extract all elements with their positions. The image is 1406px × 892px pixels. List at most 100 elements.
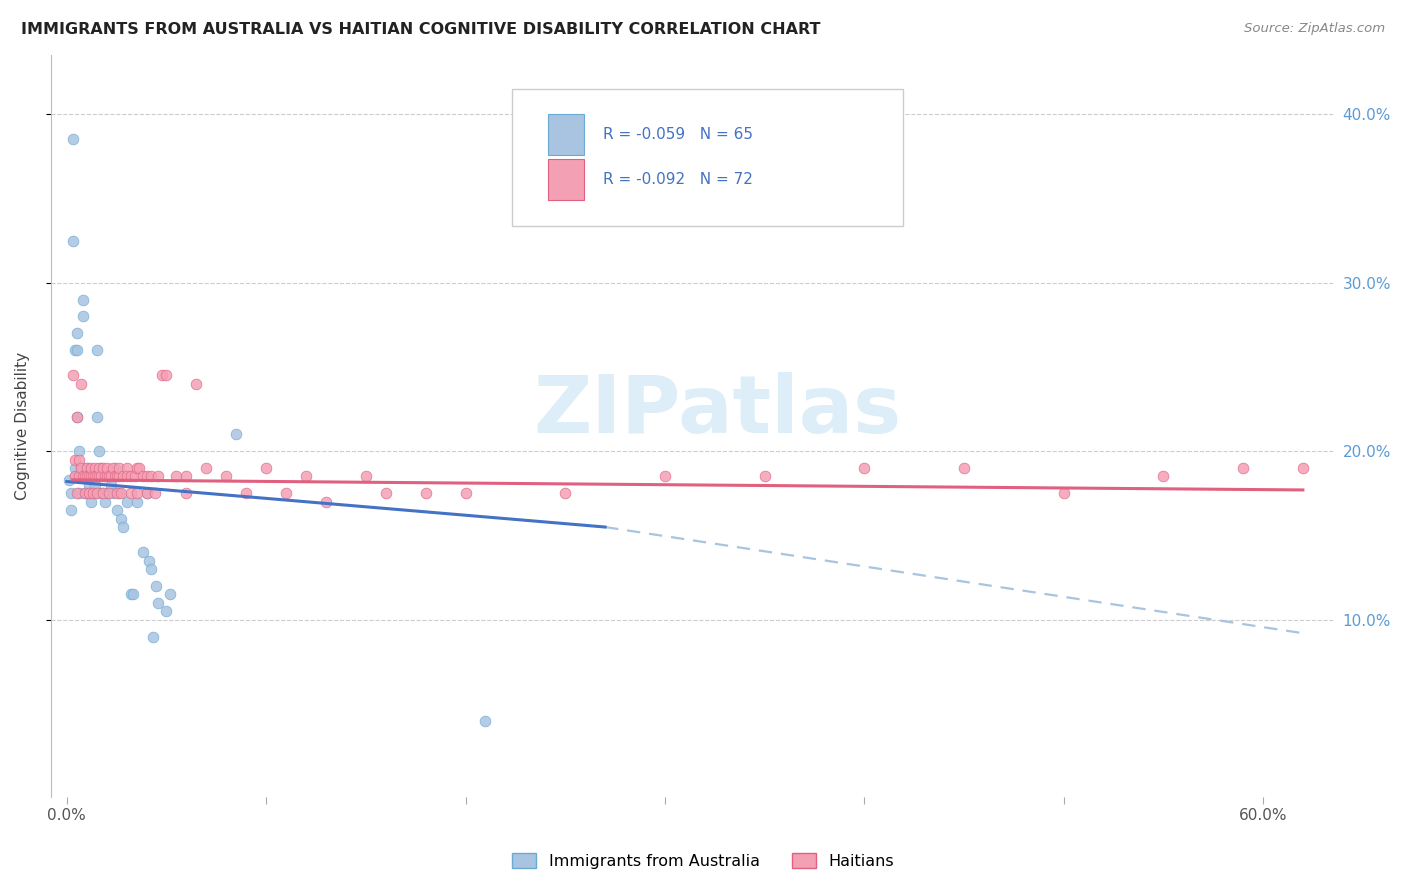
Bar bbox=[548, 159, 583, 200]
Point bbox=[120, 486, 142, 500]
Point bbox=[72, 469, 94, 483]
Point bbox=[93, 494, 115, 508]
Point bbox=[121, 587, 143, 601]
Point bbox=[148, 469, 170, 483]
Point bbox=[128, 461, 150, 475]
Point bbox=[1152, 469, 1174, 483]
Point bbox=[82, 469, 104, 483]
Point bbox=[91, 461, 114, 475]
FancyBboxPatch shape bbox=[512, 88, 903, 226]
Point bbox=[66, 326, 89, 341]
Point bbox=[374, 486, 396, 500]
Point bbox=[415, 486, 437, 500]
Point bbox=[101, 461, 124, 475]
Point bbox=[67, 469, 90, 483]
Point bbox=[73, 486, 96, 500]
Point bbox=[58, 473, 80, 487]
Point bbox=[91, 486, 114, 500]
Point bbox=[105, 503, 128, 517]
Point bbox=[67, 486, 90, 500]
Point bbox=[125, 494, 148, 508]
Point bbox=[295, 469, 318, 483]
Point bbox=[145, 579, 167, 593]
Point bbox=[87, 444, 110, 458]
Point bbox=[80, 469, 103, 483]
Point bbox=[62, 368, 84, 383]
Point bbox=[91, 469, 114, 483]
Point bbox=[66, 410, 89, 425]
Point bbox=[90, 461, 112, 475]
Text: ZIPatlas: ZIPatlas bbox=[533, 372, 901, 450]
Point bbox=[72, 293, 94, 307]
Point bbox=[554, 486, 576, 500]
Point bbox=[115, 469, 138, 483]
Point bbox=[72, 310, 94, 324]
Point bbox=[87, 469, 110, 483]
Point bbox=[76, 469, 98, 483]
Point bbox=[155, 604, 177, 618]
Point bbox=[195, 461, 218, 475]
Point bbox=[107, 486, 129, 500]
Point bbox=[67, 444, 90, 458]
Point bbox=[354, 469, 377, 483]
Point bbox=[104, 469, 127, 483]
Point bbox=[125, 461, 148, 475]
Point bbox=[90, 486, 112, 500]
Point bbox=[105, 486, 128, 500]
Point bbox=[141, 630, 163, 644]
Legend: Immigrants from Australia, Haitians: Immigrants from Australia, Haitians bbox=[506, 847, 900, 875]
Point bbox=[73, 486, 96, 500]
Point bbox=[67, 452, 90, 467]
Point bbox=[76, 461, 98, 475]
Point bbox=[159, 587, 181, 601]
Point bbox=[62, 132, 84, 146]
Text: R = -0.059   N = 65: R = -0.059 N = 65 bbox=[603, 128, 754, 143]
Point bbox=[115, 494, 138, 508]
Point bbox=[77, 469, 100, 483]
Point bbox=[76, 486, 98, 500]
Point bbox=[91, 486, 114, 500]
Point bbox=[66, 343, 89, 357]
Text: Source: ZipAtlas.com: Source: ZipAtlas.com bbox=[1244, 22, 1385, 36]
Point bbox=[96, 461, 118, 475]
Point bbox=[111, 469, 134, 483]
Point bbox=[86, 486, 108, 500]
Point bbox=[90, 469, 112, 483]
Point bbox=[96, 486, 118, 500]
Point bbox=[225, 427, 247, 442]
Point bbox=[63, 343, 86, 357]
Point bbox=[96, 469, 118, 483]
Text: IMMIGRANTS FROM AUSTRALIA VS HAITIAN COGNITIVE DISABILITY CORRELATION CHART: IMMIGRANTS FROM AUSTRALIA VS HAITIAN COG… bbox=[21, 22, 821, 37]
Point bbox=[73, 469, 96, 483]
Point bbox=[69, 469, 91, 483]
Point bbox=[69, 376, 91, 391]
Point bbox=[125, 486, 148, 500]
Point bbox=[59, 503, 82, 517]
Point bbox=[77, 486, 100, 500]
Point bbox=[97, 469, 120, 483]
Point bbox=[124, 469, 146, 483]
Point bbox=[254, 461, 277, 475]
Point bbox=[86, 486, 108, 500]
Point bbox=[165, 469, 187, 483]
Point bbox=[104, 461, 127, 475]
Point bbox=[76, 461, 98, 475]
Point bbox=[155, 368, 177, 383]
Point bbox=[120, 469, 142, 483]
Point bbox=[77, 486, 100, 500]
Point bbox=[66, 486, 89, 500]
Point bbox=[101, 486, 124, 500]
Point bbox=[82, 469, 104, 483]
Point bbox=[853, 461, 876, 475]
Point bbox=[63, 452, 86, 467]
Point bbox=[654, 469, 676, 483]
Point bbox=[62, 234, 84, 248]
Point bbox=[135, 486, 157, 500]
Point bbox=[454, 486, 477, 500]
Point bbox=[105, 469, 128, 483]
Point bbox=[97, 469, 120, 483]
Point bbox=[315, 494, 337, 508]
Point bbox=[67, 469, 90, 483]
Point bbox=[120, 587, 142, 601]
Point bbox=[953, 461, 976, 475]
